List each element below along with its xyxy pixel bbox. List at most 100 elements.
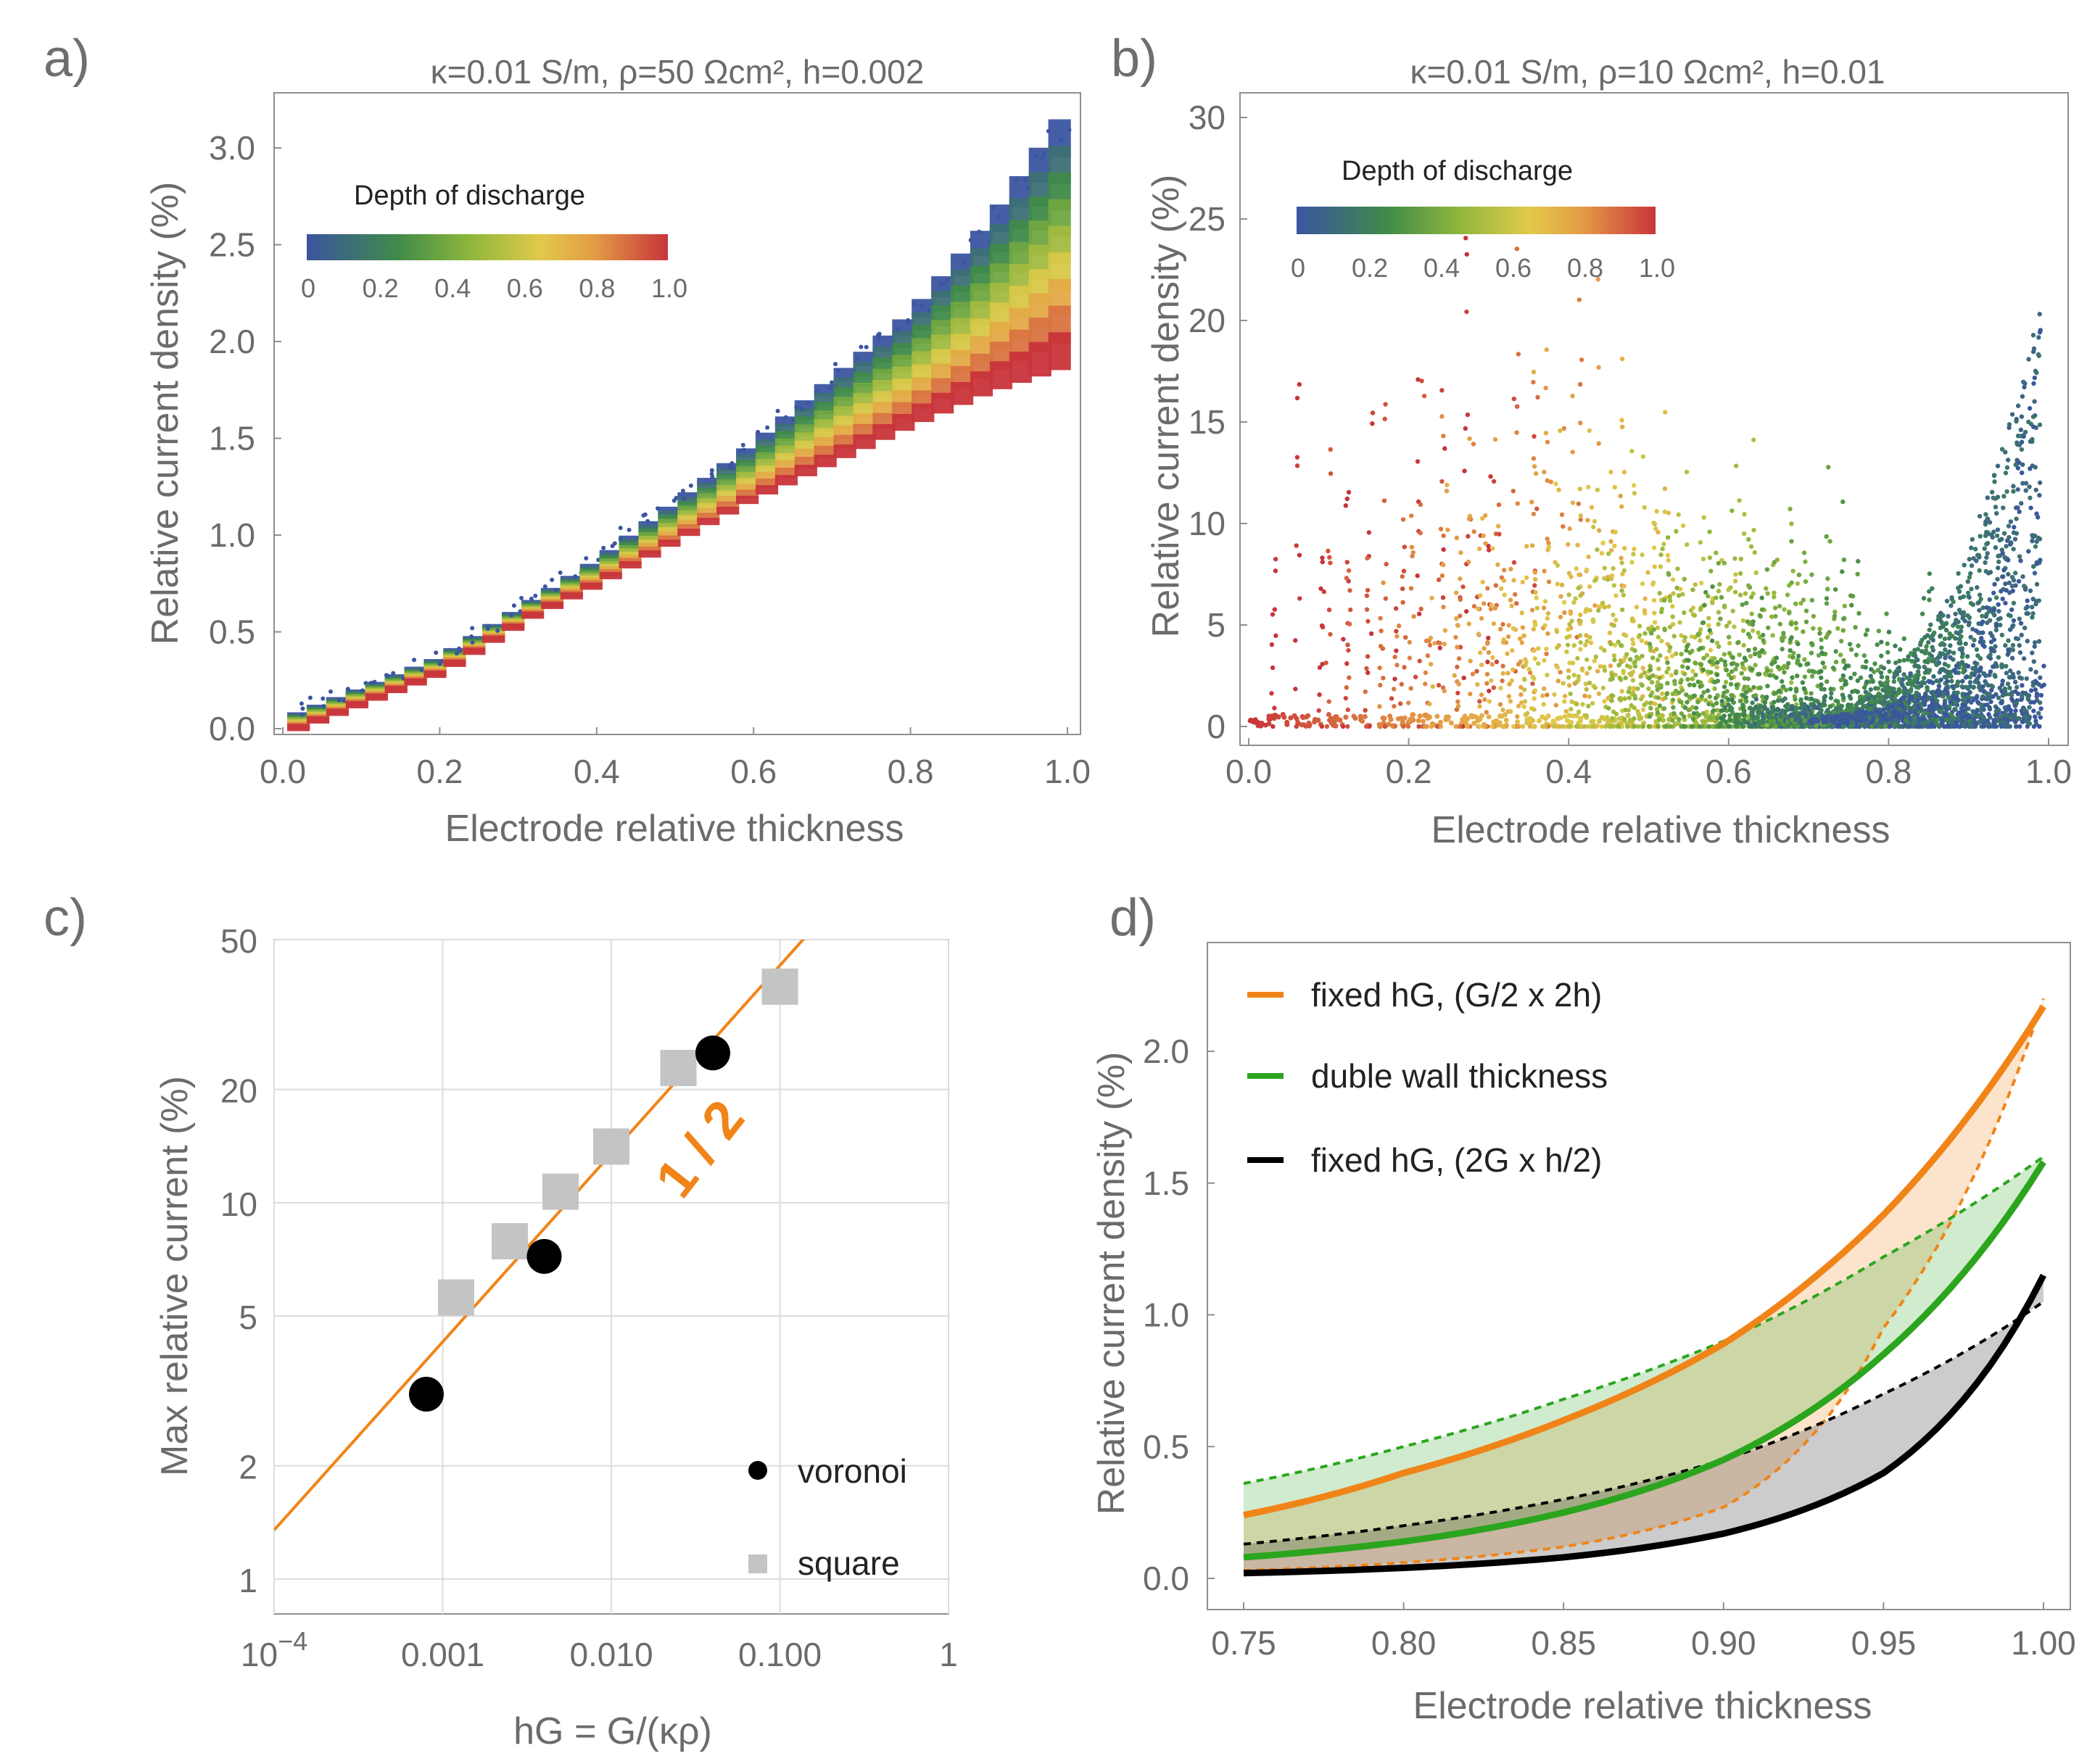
b-point <box>1600 540 1605 546</box>
b-point <box>1495 562 1500 567</box>
b-point <box>1521 633 1526 639</box>
b-point <box>1995 463 2001 468</box>
b-point <box>1671 634 1677 639</box>
b-point <box>1506 623 1511 628</box>
b-point <box>1533 471 1539 476</box>
b-point <box>1703 714 1709 720</box>
b-point <box>1524 660 1529 665</box>
a-point <box>756 429 761 434</box>
b-point <box>1417 658 1422 663</box>
b-point <box>1729 669 1735 674</box>
b-point <box>1789 717 1795 722</box>
b-point <box>1764 668 1770 674</box>
b-point <box>2033 669 2038 675</box>
b-point <box>2015 465 2021 471</box>
b-point <box>1655 625 1661 630</box>
panel-a-scatter <box>287 119 1072 732</box>
b-point <box>2037 700 2043 705</box>
b-point <box>1743 695 1748 700</box>
b-point <box>1758 685 1763 690</box>
b-point <box>1869 666 1874 672</box>
b-point <box>2022 384 2027 390</box>
b-point <box>1621 568 1627 573</box>
b-point <box>1679 633 1684 638</box>
b-point <box>1362 713 1368 719</box>
b-point <box>1698 580 1704 586</box>
b-point <box>1760 720 1766 725</box>
b-point <box>1806 661 1811 666</box>
b-point <box>1619 724 1625 729</box>
b-point <box>1569 618 1574 624</box>
b-point <box>1970 642 1976 648</box>
b-point <box>2030 564 2036 569</box>
b-point <box>1727 640 1732 646</box>
a-point <box>783 415 788 420</box>
b-point <box>1518 659 1524 664</box>
a-point <box>1033 154 1038 159</box>
b-point <box>1455 690 1460 696</box>
d-dashed-line-0 <box>1243 998 2045 1573</box>
b-point <box>1794 702 1799 707</box>
a-point-cluster <box>736 495 759 505</box>
a-point <box>627 527 632 532</box>
b-point <box>1975 600 1980 606</box>
b-point <box>1684 692 1689 697</box>
b-point <box>1819 708 1824 713</box>
b-point <box>1788 637 1793 642</box>
b-point <box>1866 692 1872 697</box>
b-point <box>1401 724 1406 729</box>
b-point <box>1553 481 1558 486</box>
b-point <box>1803 695 1809 701</box>
b-point <box>1718 721 1723 726</box>
b-point <box>1949 595 1954 600</box>
b-point <box>1781 631 1786 636</box>
b-ytick-label: 25 <box>1189 200 1226 238</box>
b-point <box>1294 543 1299 548</box>
b-point <box>1716 610 1722 615</box>
a-point-cluster <box>736 484 759 492</box>
b-point <box>1774 655 1780 661</box>
b-point <box>1727 620 1732 625</box>
b-point <box>2026 549 2031 554</box>
b-point <box>1972 661 1978 666</box>
b-point <box>1941 624 1946 629</box>
b-point <box>1534 506 1540 511</box>
panel-a-colorbar: Depth of discharge 0 0.2 0.4 0.6 0.8 1.0 <box>301 181 687 303</box>
b-point <box>1951 690 1957 695</box>
b-point <box>1853 653 1859 658</box>
b-point <box>1632 546 1637 552</box>
b-point <box>1578 716 1584 721</box>
b-point <box>1726 697 1732 703</box>
b-point <box>2023 488 2028 493</box>
b-point <box>1480 579 1485 584</box>
a-point <box>573 574 578 579</box>
b-point <box>1967 575 1972 580</box>
b-point <box>1366 530 1372 535</box>
b-point <box>1566 592 1571 597</box>
b-point <box>1584 633 1589 638</box>
b-point <box>1848 724 1853 729</box>
b-point <box>2014 531 2020 536</box>
b-point <box>2038 328 2043 333</box>
b-point <box>1727 713 1732 719</box>
b-point <box>1780 647 1785 652</box>
b-point <box>1429 724 1434 729</box>
a-point-cluster <box>502 624 525 632</box>
b-point <box>1462 468 1467 473</box>
b-point <box>1462 713 1468 719</box>
b-point <box>1423 638 1429 644</box>
b-point <box>1607 724 1613 729</box>
b-point <box>1980 694 1985 700</box>
b-point <box>1712 655 1717 661</box>
b-point <box>1389 696 1394 701</box>
b-point <box>1975 714 1981 719</box>
b-point <box>1487 699 1492 704</box>
b-ytick-label: 0 <box>1207 708 1226 745</box>
b-point <box>1727 724 1732 729</box>
b-point <box>1772 659 1777 665</box>
b-point <box>1440 595 1446 600</box>
b-point <box>1740 618 1746 624</box>
b-point <box>1726 634 1732 639</box>
b-point <box>1500 678 1505 684</box>
b-point <box>1783 687 1789 692</box>
